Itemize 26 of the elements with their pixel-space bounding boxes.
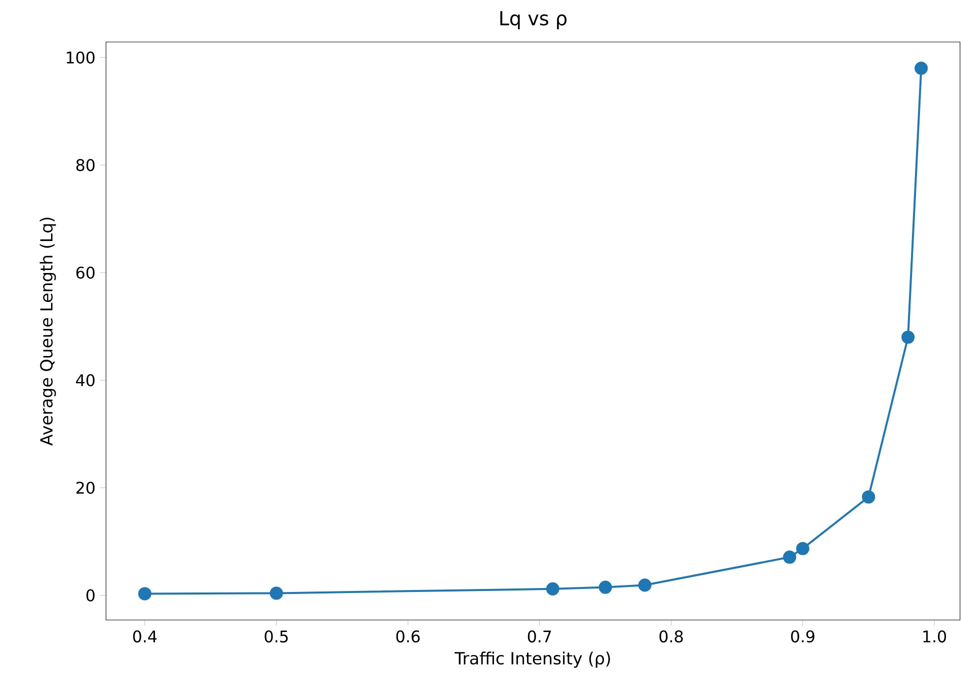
point	[862, 490, 876, 504]
x-tick-label: 0.7	[528, 630, 551, 643]
y-tick-label: 100	[66, 51, 95, 64]
chart-title: Lq vs ρ	[500, 11, 567, 30]
point	[901, 330, 915, 344]
point	[914, 62, 928, 75]
x-axis-title: Traffic Intensity (ρ)	[454, 652, 610, 668]
y-tick-label: 40	[76, 374, 95, 386]
point	[796, 542, 810, 556]
x-tick-label: 0.9	[791, 630, 814, 643]
x-tick-label: 1.0	[923, 630, 946, 643]
point	[783, 550, 796, 564]
y-tick-label: 60	[76, 266, 95, 279]
y-axis-title: Average Queue Length (Lq)	[40, 218, 56, 446]
y-tick-label: 20	[76, 482, 95, 494]
x-tick-label: 0.5	[264, 630, 288, 643]
x-tick-label: 0.6	[396, 630, 420, 643]
y-tick-label: 0	[86, 589, 95, 602]
point	[138, 587, 152, 600]
x-tick-label: 0.8	[659, 630, 683, 643]
point	[638, 578, 652, 592]
point	[598, 580, 612, 594]
y-tick-label: 80	[76, 159, 95, 172]
point	[546, 582, 560, 596]
x-tick-label: 0.4	[133, 630, 157, 643]
point	[270, 586, 284, 600]
